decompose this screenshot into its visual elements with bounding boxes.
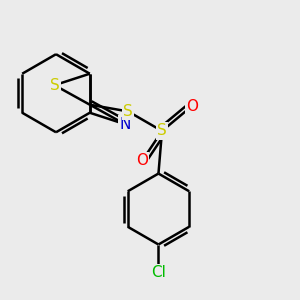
Text: Cl: Cl	[151, 266, 166, 280]
Text: O: O	[186, 99, 198, 114]
Text: N: N	[119, 117, 131, 132]
Text: S: S	[123, 104, 133, 119]
Text: S: S	[157, 124, 167, 139]
Text: S: S	[50, 78, 59, 93]
Text: O: O	[136, 153, 148, 168]
